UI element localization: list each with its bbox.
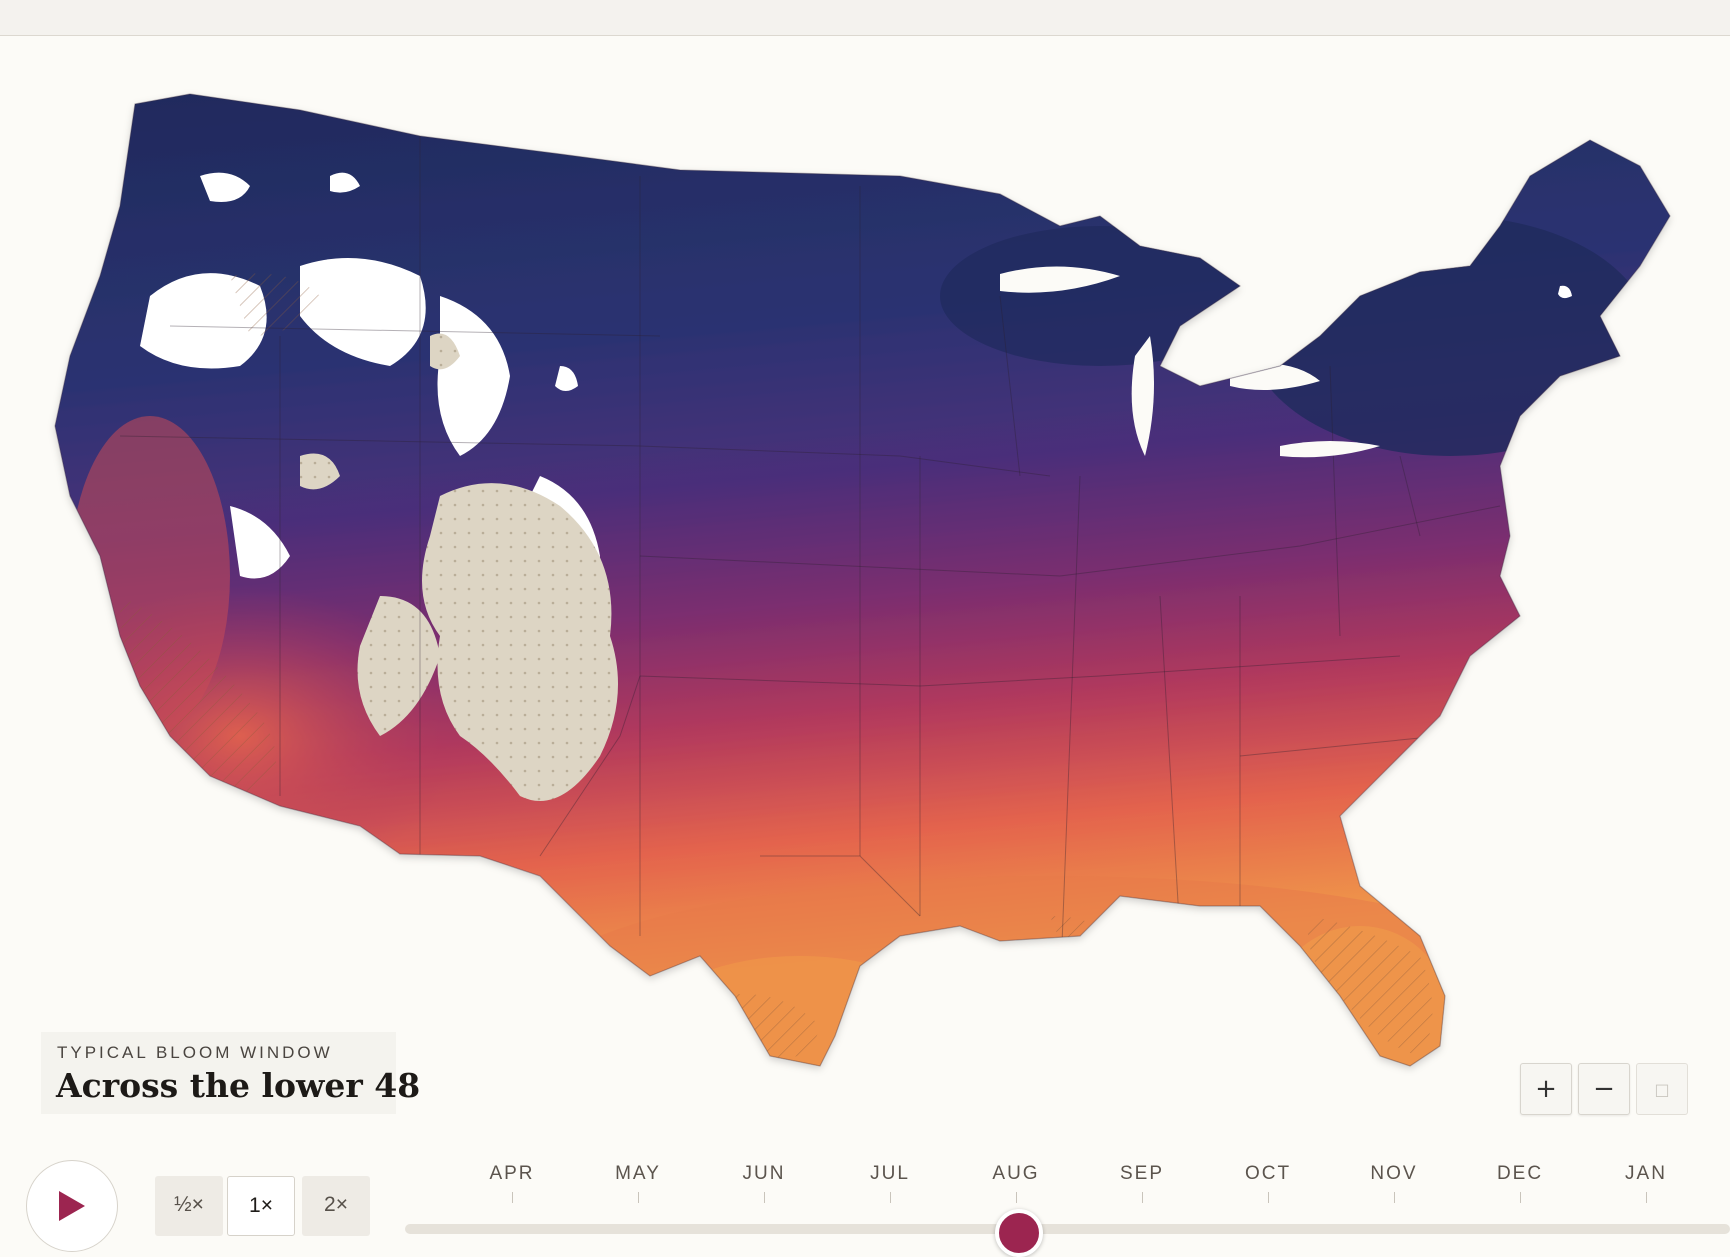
play-button[interactable] bbox=[26, 1160, 118, 1252]
month-label-jun: JUN bbox=[742, 1163, 786, 1184]
zoom-in-button[interactable]: + bbox=[1520, 1063, 1572, 1115]
month-tick bbox=[1520, 1192, 1521, 1203]
month-tick bbox=[512, 1192, 513, 1203]
month-tick bbox=[1016, 1192, 1017, 1203]
month-tick bbox=[890, 1192, 891, 1203]
month-label-jan: JAN bbox=[1625, 1163, 1667, 1184]
month-label-dec: DEC bbox=[1496, 1163, 1544, 1184]
dry-regions bbox=[300, 333, 618, 801]
month-tick bbox=[764, 1192, 765, 1203]
hatch-overlays bbox=[120, 273, 1433, 1058]
month-tick bbox=[1646, 1192, 1647, 1203]
speed-1x-button[interactable]: 1× bbox=[227, 1176, 295, 1236]
month-tick bbox=[1142, 1192, 1143, 1203]
month-tick bbox=[638, 1192, 639, 1203]
us-map-svg[interactable] bbox=[0, 36, 1730, 1146]
month-tick bbox=[1268, 1192, 1269, 1203]
speed-2x-button[interactable]: 2× bbox=[302, 1176, 370, 1236]
month-label-sep: SEP bbox=[1119, 1163, 1165, 1184]
map-title: Across the lower 48 bbox=[56, 1066, 421, 1105]
bloom-map[interactable] bbox=[0, 36, 1730, 1146]
month-label-jul: JUL bbox=[870, 1163, 910, 1184]
month-label-nov: NOV bbox=[1370, 1163, 1418, 1184]
state-borders bbox=[119, 136, 1501, 997]
timeline-track[interactable] bbox=[405, 1224, 1730, 1234]
top-bar bbox=[0, 0, 1730, 36]
zoom-out-button[interactable]: − bbox=[1578, 1063, 1630, 1115]
month-tick bbox=[1394, 1192, 1395, 1203]
timeline-slider[interactable]: APR MAY JUN JUL AUG SEP OCT NOV DEC JAN bbox=[405, 1160, 1730, 1257]
play-icon bbox=[59, 1191, 85, 1221]
month-label-oct: OCT bbox=[1244, 1163, 1292, 1184]
title-kicker: TYPICAL BLOOM WINDOW bbox=[57, 1043, 333, 1062]
reset-view-button[interactable]: □ bbox=[1636, 1063, 1688, 1115]
speed-half-button[interactable]: ½× bbox=[155, 1176, 223, 1236]
title-card: TYPICAL BLOOM WINDOW Across the lower 48 bbox=[41, 1032, 420, 1114]
month-label-apr: APR bbox=[489, 1163, 535, 1184]
month-label-may: MAY bbox=[615, 1163, 661, 1184]
great-lakes bbox=[1000, 266, 1380, 458]
timeline-thumb[interactable] bbox=[994, 1209, 1043, 1257]
month-label-aug: AUG bbox=[992, 1163, 1040, 1184]
